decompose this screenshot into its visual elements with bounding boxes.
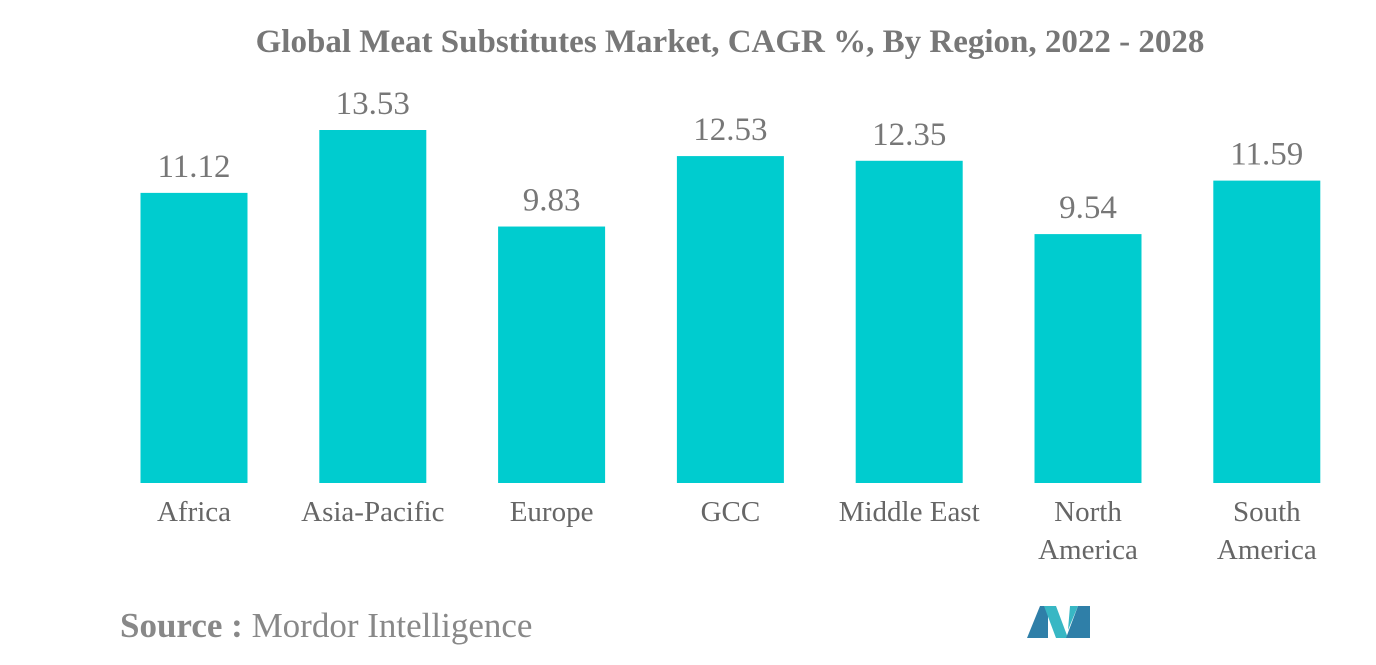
x-tick-label: Europe <box>509 496 594 528</box>
bar <box>1034 234 1142 483</box>
value-label: 9.83 <box>523 183 581 219</box>
logo <box>1027 606 1090 638</box>
x-tick-label: Africa <box>156 496 232 528</box>
source: Source : Mordor Intelligence <box>120 606 532 646</box>
x-tick-label: Asia-Pacific <box>301 496 445 528</box>
bar <box>140 192 248 483</box>
x-tick-label: GCC <box>700 496 761 528</box>
x-tick-label: Middle East <box>838 496 980 528</box>
value-label: 9.54 <box>1059 190 1117 226</box>
bar <box>676 156 784 484</box>
x-tick-label: South America <box>1216 496 1317 566</box>
bar <box>855 160 963 483</box>
bar <box>1213 180 1321 483</box>
chart-title: Global Meat Substitutes Market, CAGR %, … <box>256 24 1205 60</box>
source-text: Mordor Intelligence <box>251 606 533 645</box>
value-label: 13.53 <box>336 86 410 122</box>
source-label: Source : <box>120 606 243 645</box>
value-label: 12.53 <box>693 112 767 148</box>
x-tick-label: North America <box>1038 496 1138 566</box>
value-label: 11.12 <box>157 149 230 185</box>
value-label: 11.59 <box>1230 137 1303 173</box>
value-label: 12.35 <box>872 117 946 153</box>
bar <box>498 226 606 483</box>
bar <box>319 130 427 483</box>
